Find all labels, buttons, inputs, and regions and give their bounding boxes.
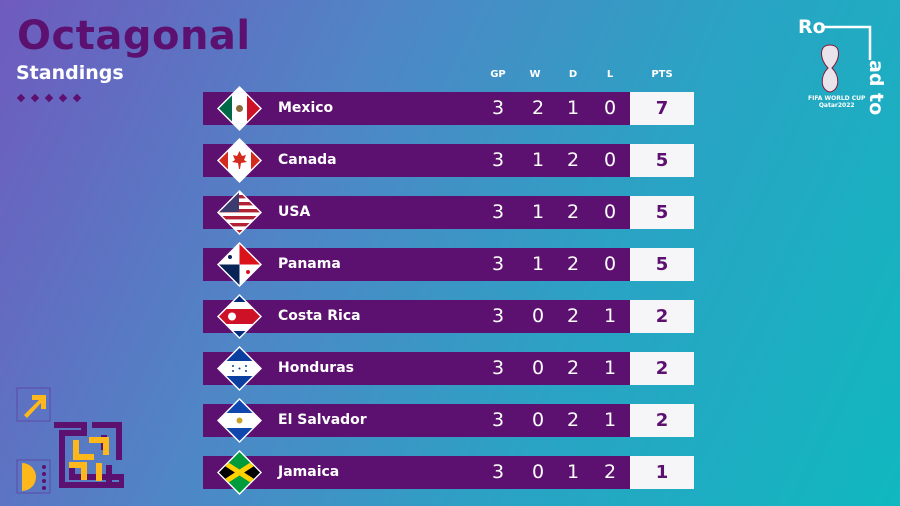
- page-title: Octagonal: [17, 13, 251, 59]
- row-bar: [203, 456, 630, 489]
- cup-line2: Qatar2022: [818, 102, 855, 110]
- usa-flag-icon: [217, 190, 262, 235]
- costa-rica-flag-icon: [217, 294, 262, 339]
- stat-l: 0: [603, 97, 617, 119]
- table-row: Mexico 3 2 1 0 7: [203, 86, 694, 131]
- cup-line1: FIFA WORLD CUP: [808, 95, 866, 102]
- stat-d: 2: [566, 201, 580, 223]
- header-d: D: [568, 69, 578, 80]
- world-cup-text: FIFA WORLD CUP Qatar2022: [808, 95, 865, 109]
- stat-l: 2: [603, 461, 617, 483]
- table-row: Canada 3 1 2 0 5: [203, 138, 694, 183]
- team-name: USA: [278, 204, 311, 220]
- row-bar: [203, 144, 630, 177]
- stat-d: 1: [566, 461, 580, 483]
- header-l: L: [606, 69, 614, 80]
- table-row: Costa Rica 3 0 2 1 2: [203, 294, 694, 339]
- road-to-text-2: ad to: [865, 60, 887, 116]
- stat-gp: 3: [491, 409, 505, 431]
- stat-l: 0: [603, 253, 617, 275]
- honduras-flag-icon: [217, 346, 262, 391]
- stat-d: 2: [566, 409, 580, 431]
- stat-d: 1: [566, 97, 580, 119]
- stat-l: 1: [603, 357, 617, 379]
- row-bar: [203, 248, 630, 281]
- table-row: El Salvador 3 0 2 1 2: [203, 398, 694, 443]
- el-salvador-flag-icon: [217, 398, 262, 443]
- header-gp: GP: [490, 69, 506, 80]
- stat-d: 2: [566, 253, 580, 275]
- stat-l: 1: [603, 409, 617, 431]
- decorative-dots: [16, 93, 82, 103]
- stat-w: 0: [531, 461, 545, 483]
- table-row: Panama 3 1 2 0 5: [203, 242, 694, 287]
- stat-d: 2: [566, 149, 580, 171]
- row-bar: [203, 92, 630, 125]
- team-name: Panama: [278, 256, 341, 272]
- header-w: W: [529, 69, 541, 80]
- points-value: 2: [630, 404, 694, 437]
- row-bar: [203, 300, 630, 333]
- stat-d: 2: [566, 305, 580, 327]
- stat-gp: 3: [491, 461, 505, 483]
- jamaica-flag-icon: [217, 450, 262, 495]
- team-name: El Salvador: [278, 412, 367, 428]
- stat-w: 0: [531, 357, 545, 379]
- row-bar: [203, 404, 630, 437]
- stat-l: 1: [603, 305, 617, 327]
- stat-gp: 3: [491, 253, 505, 275]
- table-row: USA 3 1 2 0 5: [203, 190, 694, 235]
- stat-w: 1: [531, 149, 545, 171]
- road-line-icon: [821, 25, 872, 93]
- points-value: 5: [630, 196, 694, 229]
- points-value: 5: [630, 144, 694, 177]
- stat-gp: 3: [491, 201, 505, 223]
- row-bar: [203, 196, 630, 229]
- mexico-flag-icon: [217, 86, 262, 131]
- road-to-text-1: Ro: [798, 16, 826, 38]
- team-name: Costa Rica: [278, 308, 361, 324]
- stat-gp: 3: [491, 149, 505, 171]
- table-row: Honduras 3 0 2 1 2: [203, 346, 694, 391]
- stat-gp: 3: [491, 357, 505, 379]
- stat-l: 0: [603, 201, 617, 223]
- points-value: 5: [630, 248, 694, 281]
- table-row: Jamaica 3 0 1 2 1: [203, 450, 694, 495]
- stat-w: 1: [531, 201, 545, 223]
- stat-l: 0: [603, 149, 617, 171]
- stat-gp: 3: [491, 305, 505, 327]
- points-value: 2: [630, 300, 694, 333]
- stat-d: 2: [566, 357, 580, 379]
- road-to-qatar-logo: Ro ad to FIFA WORLD CUP Qatar2022: [770, 0, 900, 120]
- header-pts: PTS: [651, 69, 673, 80]
- canada-flag-icon: [217, 138, 262, 183]
- points-value: 7: [630, 92, 694, 125]
- stat-w: 0: [531, 409, 545, 431]
- team-name: Jamaica: [278, 464, 340, 480]
- points-value: 2: [630, 352, 694, 385]
- decorative-pattern-icon: [16, 387, 124, 494]
- team-name: Canada: [278, 152, 337, 168]
- team-name: Mexico: [278, 100, 334, 116]
- stat-w: 0: [531, 305, 545, 327]
- stat-gp: 3: [491, 97, 505, 119]
- row-bar: [203, 352, 630, 385]
- stat-w: 1: [531, 253, 545, 275]
- page-subtitle: Standings: [16, 62, 124, 84]
- stat-w: 2: [531, 97, 545, 119]
- team-name: Honduras: [278, 360, 354, 376]
- points-value: 1: [630, 456, 694, 489]
- panama-flag-icon: [217, 242, 262, 287]
